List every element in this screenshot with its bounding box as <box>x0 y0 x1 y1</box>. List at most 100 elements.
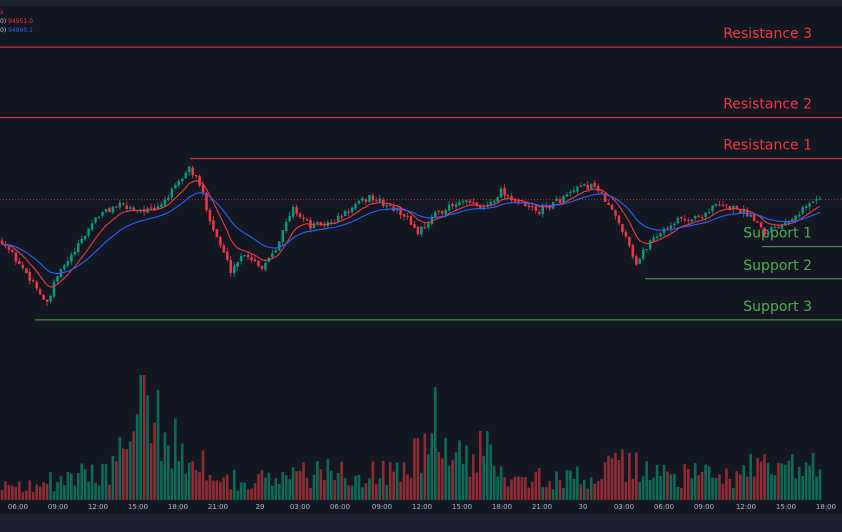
candle-body <box>569 191 572 194</box>
time-tick-label: 30 <box>579 503 588 511</box>
level-label-support-2: Support 2 <box>743 258 812 274</box>
candle-body <box>607 202 610 206</box>
candle-body <box>420 226 423 235</box>
volume-bar <box>271 485 274 500</box>
volume-bar <box>569 470 572 500</box>
candle-body <box>316 221 319 224</box>
candle-body <box>56 276 59 282</box>
candle-body <box>434 211 437 217</box>
volume-bar <box>704 464 707 500</box>
candle-body <box>90 223 94 230</box>
time-tick-label: 06:00 <box>330 503 350 511</box>
volume-bar <box>489 444 493 500</box>
candle-body <box>541 205 544 215</box>
volume-bar <box>548 481 551 500</box>
candle-body <box>624 232 628 237</box>
volume-bar <box>465 445 468 500</box>
volume-bar <box>302 462 305 500</box>
legend-row-ema-fast: 0) 94951.0 <box>0 17 33 26</box>
volume-bar <box>191 461 194 500</box>
volume-bar <box>375 484 378 500</box>
candle-body <box>215 229 219 238</box>
volume-bar <box>399 481 402 500</box>
volume-bar <box>659 476 662 500</box>
candle-body <box>732 206 735 210</box>
candle-body <box>721 204 725 206</box>
volume-bar <box>749 454 752 500</box>
volume-bar <box>790 454 794 500</box>
time-tick-label: 18:00 <box>816 503 836 511</box>
candle-body <box>641 249 645 259</box>
volume-bar <box>243 482 246 500</box>
volume-bar <box>690 478 694 500</box>
candle-body <box>361 198 364 201</box>
time-tick-label: 21:00 <box>532 503 552 511</box>
candle-body <box>104 209 108 212</box>
volume-bar <box>132 431 136 500</box>
volume-bar <box>232 469 236 500</box>
candle-body <box>558 199 562 204</box>
volume-bar <box>725 468 728 500</box>
legend-value-ema-slow: 94890.1 <box>8 27 33 34</box>
volume-bar <box>527 487 531 500</box>
candle-body <box>239 255 243 262</box>
volume-bar <box>378 478 382 500</box>
volume-bar <box>815 476 818 500</box>
candle-body <box>281 230 285 243</box>
candle-body <box>444 210 447 215</box>
volume-bar <box>333 479 337 500</box>
volume-bar <box>607 455 610 500</box>
time-tick-label: 15:00 <box>128 503 148 511</box>
volume-bar <box>406 474 409 500</box>
volume-bar <box>579 484 583 500</box>
volume-bar <box>662 464 666 500</box>
volume-bar <box>371 461 375 500</box>
candle-body <box>174 184 177 189</box>
candle-body <box>739 209 742 214</box>
candle-body <box>451 203 454 206</box>
candle-body <box>676 217 680 224</box>
volume-bar <box>229 489 233 500</box>
candle-body <box>603 193 607 202</box>
candle-body <box>63 265 66 270</box>
candle-body <box>496 197 499 202</box>
candle-body <box>45 299 49 302</box>
candle-body <box>31 280 35 282</box>
candle-body <box>0 240 4 245</box>
volume-bar <box>125 449 129 500</box>
candle-body <box>621 224 624 232</box>
volume-bar <box>395 462 399 500</box>
volume-bar <box>198 472 201 500</box>
candle-body <box>506 195 510 197</box>
volume-bar <box>770 474 773 500</box>
volume-bar <box>343 478 347 500</box>
volume-bar <box>524 477 527 500</box>
candle-body <box>212 220 215 231</box>
volume-bar <box>388 462 392 500</box>
level-label-resistance-3: Resistance 3 <box>723 26 812 42</box>
candle-body <box>440 211 444 214</box>
candle-body <box>274 250 278 253</box>
volume-bar <box>205 480 208 500</box>
candle-body <box>780 224 784 229</box>
volume-bar <box>804 462 808 500</box>
volume-bar <box>45 483 49 500</box>
volume-bar <box>513 476 517 500</box>
volume-bar <box>648 479 652 500</box>
level-label-resistance-2: Resistance 2 <box>723 97 812 113</box>
volume-bar <box>427 454 430 500</box>
candle-body <box>600 191 603 193</box>
candle-body <box>288 216 291 222</box>
volume-bar <box>621 449 624 500</box>
candle-body <box>170 188 174 198</box>
candle-body <box>7 246 11 250</box>
candle-body <box>291 206 295 217</box>
volume-bar <box>194 469 198 500</box>
candle-body <box>375 200 378 202</box>
candle-body <box>711 205 714 212</box>
time-tick-label: 15:00 <box>452 503 472 511</box>
volume-bar <box>666 471 669 500</box>
sr-levels: Resistance 3 Resistance 2 Resistance 1 Supp… <box>0 26 842 321</box>
